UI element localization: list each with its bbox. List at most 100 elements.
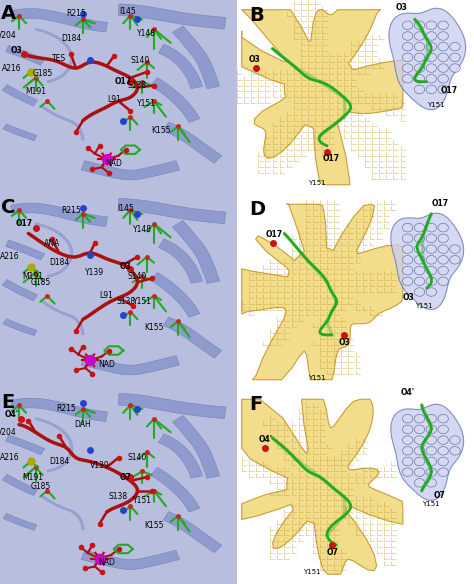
Circle shape [426, 288, 437, 296]
Circle shape [414, 288, 425, 296]
Text: A216: A216 [0, 453, 19, 462]
PathPatch shape [81, 356, 180, 375]
Text: S138: S138 [116, 297, 135, 306]
PathPatch shape [163, 317, 222, 358]
Circle shape [426, 85, 437, 94]
Text: O17: O17 [15, 219, 32, 228]
Text: TES: TES [52, 54, 66, 63]
PathPatch shape [3, 124, 37, 141]
Circle shape [438, 256, 448, 264]
Text: R215: R215 [66, 9, 86, 18]
Circle shape [402, 245, 413, 253]
Text: A216: A216 [2, 64, 22, 72]
Text: O4': O4' [5, 411, 19, 419]
Text: L91: L91 [100, 291, 114, 300]
Circle shape [438, 457, 448, 466]
Circle shape [402, 21, 413, 30]
Circle shape [426, 256, 437, 264]
Circle shape [426, 468, 437, 477]
Circle shape [450, 447, 460, 455]
Circle shape [402, 43, 413, 51]
Text: K155: K155 [144, 521, 164, 530]
Text: D184: D184 [61, 34, 81, 43]
PathPatch shape [42, 496, 84, 530]
Text: O7: O7 [327, 548, 339, 557]
PathPatch shape [6, 46, 45, 65]
Circle shape [438, 234, 448, 242]
PathPatch shape [81, 550, 180, 569]
Circle shape [426, 223, 437, 232]
Circle shape [414, 223, 425, 232]
Polygon shape [389, 8, 465, 110]
PathPatch shape [173, 415, 219, 478]
Text: A: A [1, 4, 16, 23]
Text: Y151: Y151 [133, 297, 152, 306]
PathPatch shape [173, 221, 219, 284]
Text: C: C [1, 199, 16, 217]
PathPatch shape [3, 319, 37, 336]
Circle shape [402, 266, 413, 275]
Text: S140: S140 [130, 56, 149, 65]
Circle shape [426, 436, 437, 444]
PathPatch shape [42, 106, 84, 140]
Circle shape [402, 447, 413, 455]
PathPatch shape [10, 9, 108, 32]
PathPatch shape [2, 280, 37, 301]
Circle shape [414, 32, 425, 40]
Text: Y151: Y151 [308, 375, 326, 381]
PathPatch shape [151, 78, 200, 123]
Polygon shape [242, 399, 403, 574]
Text: D184: D184 [49, 457, 69, 466]
PathPatch shape [151, 273, 200, 317]
Circle shape [414, 415, 425, 423]
Circle shape [438, 43, 448, 51]
Text: O4': O4' [401, 388, 415, 397]
Circle shape [438, 277, 448, 286]
Circle shape [426, 266, 437, 275]
Circle shape [414, 266, 425, 275]
Text: D: D [249, 200, 265, 220]
Circle shape [414, 447, 425, 455]
PathPatch shape [42, 301, 84, 335]
Circle shape [414, 457, 425, 466]
Text: O3: O3 [339, 338, 351, 347]
PathPatch shape [81, 161, 180, 180]
Circle shape [414, 256, 425, 264]
Polygon shape [391, 404, 464, 500]
Text: M191: M191 [25, 87, 46, 96]
Text: O17: O17 [265, 230, 283, 239]
PathPatch shape [35, 223, 73, 277]
PathPatch shape [35, 28, 73, 82]
Circle shape [402, 415, 413, 423]
PathPatch shape [163, 512, 222, 552]
Circle shape [402, 256, 413, 264]
PathPatch shape [2, 474, 37, 496]
PathPatch shape [10, 398, 108, 422]
Circle shape [414, 43, 425, 51]
Text: F: F [249, 395, 262, 415]
Text: NAD: NAD [98, 558, 115, 567]
Text: O3: O3 [249, 55, 261, 64]
Text: O4': O4' [258, 435, 273, 444]
Circle shape [414, 234, 425, 242]
Text: D184: D184 [49, 258, 69, 267]
Text: NAD: NAD [105, 159, 122, 168]
Circle shape [414, 53, 425, 62]
Circle shape [426, 415, 437, 423]
Circle shape [438, 85, 448, 94]
Text: S138: S138 [109, 492, 128, 501]
Text: Y151: Y151 [133, 496, 152, 505]
Circle shape [426, 457, 437, 466]
Circle shape [450, 256, 460, 264]
Text: O7: O7 [119, 472, 132, 482]
Text: O3: O3 [396, 3, 408, 12]
Text: Y151: Y151 [427, 102, 444, 108]
Text: M191: M191 [23, 472, 44, 482]
Text: O17: O17 [322, 154, 339, 164]
Circle shape [438, 447, 448, 455]
PathPatch shape [2, 85, 37, 106]
Text: Y151: Y151 [303, 569, 321, 575]
Circle shape [426, 75, 437, 83]
Circle shape [426, 479, 437, 487]
Text: V204: V204 [0, 30, 17, 40]
